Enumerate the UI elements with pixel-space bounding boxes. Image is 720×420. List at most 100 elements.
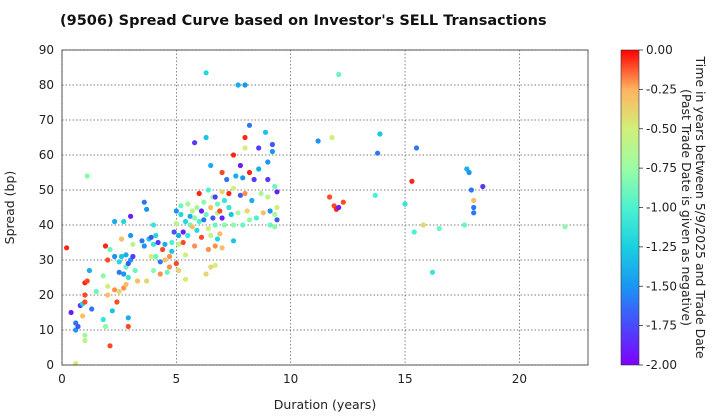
colorbar-tick-label: -2.00 xyxy=(646,358,677,372)
grid-lines xyxy=(61,49,588,366)
scatter-point xyxy=(201,199,207,205)
scatter-point xyxy=(114,299,120,305)
scatter-point xyxy=(208,204,214,211)
scatter-point xyxy=(196,190,202,197)
scatter-point xyxy=(230,152,237,158)
scatter-point xyxy=(208,232,214,239)
scatter-point xyxy=(157,271,163,277)
scatter-point xyxy=(228,211,234,218)
scatter-point xyxy=(244,208,250,214)
scatter-point xyxy=(182,218,189,225)
scatter-point xyxy=(121,271,127,277)
scatter-point xyxy=(171,229,177,235)
scatter-point xyxy=(153,253,159,260)
scatter-point xyxy=(148,253,154,260)
scatter-point xyxy=(224,176,230,183)
y-tick-label: 70 xyxy=(39,113,54,127)
scatter-point xyxy=(262,129,269,135)
scatter-point xyxy=(102,243,109,249)
scatter-point xyxy=(176,241,182,247)
scatter-point xyxy=(429,269,436,275)
scatter-point xyxy=(192,215,198,221)
scatter-point xyxy=(210,215,216,221)
x-tick-label: 5 xyxy=(173,372,181,386)
scatter-point xyxy=(132,267,138,274)
scatter-point xyxy=(258,190,264,197)
y-tick-label: 90 xyxy=(39,43,54,57)
scatter-point xyxy=(240,222,246,228)
scatter-point xyxy=(372,192,378,198)
scatter-point xyxy=(112,253,118,260)
scatter-point xyxy=(217,231,223,237)
scatter-point xyxy=(420,222,426,228)
scatter-point xyxy=(105,283,111,289)
scatter-point xyxy=(251,176,257,183)
colorbar-tick-label: 0.00 xyxy=(646,43,673,57)
scatter-point xyxy=(237,192,243,198)
scatter-point xyxy=(182,252,189,258)
scatter-point xyxy=(249,197,255,204)
scatter-point xyxy=(402,201,408,207)
scatter-point xyxy=(214,236,221,242)
y-tick-label: 40 xyxy=(39,218,54,232)
scatter-point xyxy=(100,316,106,323)
scatter-point xyxy=(162,257,168,263)
scatter-point xyxy=(141,199,147,205)
scatter-point xyxy=(461,222,468,228)
scatter-point xyxy=(240,175,246,181)
scatter-point xyxy=(169,248,175,254)
colorbar-label-line1: Time in years between 5/9/2025 and Trade… xyxy=(693,55,708,358)
scatter-point xyxy=(196,218,202,225)
scatter-point xyxy=(242,190,248,197)
scatter-point xyxy=(189,224,195,230)
scatter-point xyxy=(148,234,154,240)
scatter-point xyxy=(125,315,131,321)
scatter-point xyxy=(242,145,248,151)
colorbar-tick-label: -1.25 xyxy=(646,240,677,254)
scatter-point xyxy=(194,227,200,233)
scatter-point xyxy=(123,252,129,258)
scatter-point xyxy=(269,148,275,155)
scatter-point xyxy=(102,323,109,330)
scatter-point xyxy=(269,141,275,148)
scatter-point xyxy=(219,245,225,251)
colorbar-tick-label: -1.75 xyxy=(646,319,677,333)
y-tick-label: 10 xyxy=(39,323,54,337)
scatter-points xyxy=(64,70,568,366)
scatter-point xyxy=(471,210,477,216)
scatter-point xyxy=(192,243,198,249)
scatter-point xyxy=(274,204,280,211)
scatter-point xyxy=(205,187,211,193)
scatter-point xyxy=(134,278,141,284)
scatter-point xyxy=(107,246,113,253)
scatter-point xyxy=(256,145,262,151)
scatter-point xyxy=(336,204,342,211)
scatter-point xyxy=(233,173,239,179)
scatter-point xyxy=(413,145,420,151)
scatter-point xyxy=(166,264,173,270)
scatter-point xyxy=(203,134,209,141)
scatter-point xyxy=(562,224,568,230)
y-tick-label: 0 xyxy=(46,358,54,372)
scatter-point xyxy=(246,217,253,223)
scatter-point xyxy=(82,292,88,298)
y-tick-label: 50 xyxy=(39,183,54,197)
scatter-point xyxy=(125,323,131,330)
scatter-point xyxy=(226,204,232,211)
scatter-point xyxy=(203,211,209,218)
x-axis-title: Duration (years) xyxy=(274,397,376,412)
scatter-point xyxy=(272,224,278,230)
scatter-point xyxy=(272,211,278,218)
scatter-point xyxy=(160,246,166,253)
scatter-point xyxy=(265,159,271,165)
scatter-point xyxy=(201,217,207,223)
scatter-point xyxy=(205,246,211,253)
scatter-point xyxy=(340,199,346,205)
scatter-point xyxy=(169,239,175,246)
x-tick-labels: 0 5 10 15 20 xyxy=(58,372,527,386)
scatter-point xyxy=(118,236,125,242)
scatter-point xyxy=(221,222,227,228)
scatter-point xyxy=(128,232,134,239)
scatter-point xyxy=(219,189,225,195)
colorbar-tick-label: -0.25 xyxy=(646,82,677,96)
